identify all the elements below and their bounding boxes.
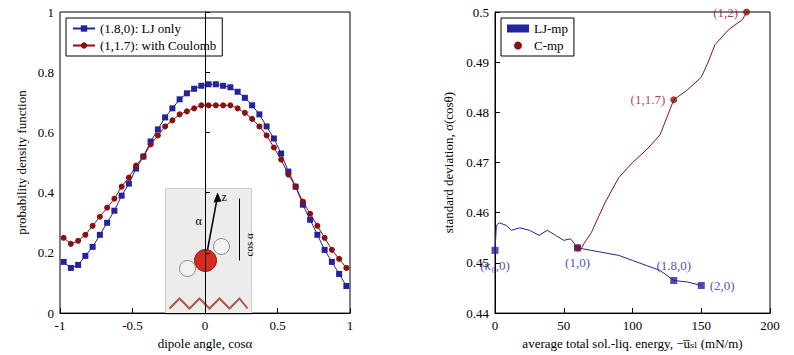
svg-text:0: 0: [202, 318, 209, 333]
svg-text:0.6: 0.6: [38, 125, 55, 140]
svg-text:(1.8,0): LJ only: (1.8,0): LJ only: [100, 21, 181, 36]
svg-text:0.47: 0.47: [466, 155, 489, 170]
svg-text:-0.5: -0.5: [122, 318, 143, 333]
svg-text:C-mp: C-mp: [534, 38, 564, 53]
svg-text:0.8: 0.8: [38, 65, 54, 80]
svg-text:z: z: [222, 190, 227, 204]
svg-text:0.48: 0.48: [466, 105, 489, 120]
svg-text:(1,1.7): (1,1.7): [631, 92, 666, 107]
svg-text:0.45: 0.45: [466, 255, 489, 271]
svg-text:100: 100: [623, 318, 643, 333]
svg-text:LJ-mp: LJ-mp: [534, 21, 568, 36]
svg-text:0.4: 0.4: [38, 185, 55, 200]
svg-text:-1: -1: [55, 318, 66, 333]
svg-text:α: α: [196, 214, 203, 228]
svg-text:0: 0: [492, 318, 499, 333]
svg-text:0.49: 0.49: [466, 55, 489, 70]
svg-text:150: 150: [692, 318, 712, 333]
svg-text:cos α: cos α: [243, 233, 255, 256]
svg-text:(2,0): (2,0): [710, 278, 735, 293]
svg-text:average total sol.-liq. energy: average total sol.-liq. energy, −u̅ₛₗ (m…: [522, 336, 742, 351]
svg-text:50: 50: [557, 318, 570, 333]
svg-text:0.46: 0.46: [466, 205, 489, 220]
svg-text:0.2: 0.2: [38, 245, 54, 260]
svg-text:dipole angle, cosα: dipole angle, cosα: [158, 336, 253, 351]
svg-text:0: 0: [48, 306, 55, 321]
svg-text:probability density function: probability density function: [14, 90, 29, 235]
svg-text:0.5: 0.5: [269, 318, 285, 333]
svg-text:0.44: 0.44: [466, 306, 489, 321]
svg-text:1: 1: [347, 318, 354, 333]
svg-text:1: 1: [48, 5, 55, 20]
svg-text:standard deviation, σ(cosθ): standard deviation, σ(cosθ): [441, 92, 456, 233]
svg-text:(1,1.7): with Coulomb: (1,1.7): with Coulomb: [100, 38, 216, 53]
svg-text:(1.8,0): (1.8,0): [656, 258, 691, 273]
svg-text:0.5: 0.5: [473, 5, 489, 20]
svg-text:(1,2): (1,2): [713, 5, 738, 20]
svg-text:200: 200: [760, 318, 780, 333]
svg-text:(1,0): (1,0): [565, 255, 590, 270]
svg-text:(κ₀,0): (κ₀,0): [480, 258, 510, 273]
